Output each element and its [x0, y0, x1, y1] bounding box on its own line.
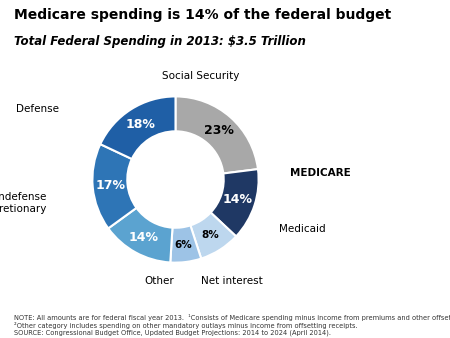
Text: Other: Other: [144, 276, 174, 286]
Text: 23%: 23%: [204, 124, 234, 137]
Text: Defense: Defense: [16, 104, 59, 114]
Wedge shape: [190, 213, 236, 259]
Wedge shape: [211, 169, 259, 236]
Text: Net interest: Net interest: [201, 276, 263, 286]
Text: 8%: 8%: [202, 230, 220, 240]
Wedge shape: [176, 96, 258, 173]
Wedge shape: [92, 144, 136, 228]
Text: Medicare spending is 14% of the federal budget: Medicare spending is 14% of the federal …: [14, 8, 391, 22]
Text: 18%: 18%: [126, 118, 155, 130]
Wedge shape: [170, 225, 201, 263]
Text: 14%: 14%: [223, 193, 253, 206]
Text: 17%: 17%: [95, 179, 125, 192]
Text: Social Security: Social Security: [162, 71, 239, 81]
Wedge shape: [100, 96, 176, 159]
Text: MEDICARE: MEDICARE: [290, 168, 351, 178]
Wedge shape: [108, 208, 172, 263]
Text: Nondefense
discretionary: Nondefense discretionary: [0, 192, 47, 214]
Text: NOTE: All amounts are for federal fiscal year 2013.  ¹Consists of Medicare spend: NOTE: All amounts are for federal fiscal…: [14, 314, 450, 336]
Text: 14%: 14%: [129, 231, 159, 244]
Text: 6%: 6%: [175, 240, 193, 250]
Text: Medicaid: Medicaid: [279, 224, 326, 234]
Text: Total Federal Spending in 2013: $3.5 Trillion: Total Federal Spending in 2013: $3.5 Tri…: [14, 35, 306, 48]
